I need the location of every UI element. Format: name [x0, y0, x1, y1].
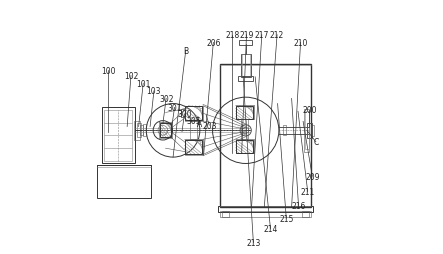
Text: 200: 200	[302, 106, 317, 115]
Text: 214: 214	[263, 224, 278, 233]
Text: 305: 305	[187, 116, 201, 125]
Bar	[220, 65, 311, 207]
Bar	[236, 140, 254, 154]
Text: 300: 300	[177, 110, 192, 119]
Text: 216: 216	[291, 201, 306, 210]
Text: A: A	[197, 120, 202, 129]
Bar	[283, 126, 286, 136]
Text: 210: 210	[293, 39, 308, 48]
Text: 215: 215	[279, 214, 293, 223]
Bar	[190, 121, 197, 140]
Text: 302: 302	[159, 94, 173, 104]
Bar	[143, 125, 146, 137]
Bar	[185, 140, 202, 154]
Text: 217: 217	[255, 31, 269, 40]
Text: 209: 209	[305, 172, 319, 181]
Bar	[185, 106, 203, 121]
Text: 218: 218	[225, 31, 239, 40]
Text: 100: 100	[101, 67, 115, 76]
Text: 206: 206	[206, 39, 221, 48]
Bar	[302, 212, 310, 217]
Bar	[97, 165, 152, 198]
Bar	[311, 125, 314, 136]
Bar	[236, 107, 253, 119]
Bar	[236, 106, 254, 120]
Bar	[241, 120, 249, 140]
Bar	[305, 112, 309, 150]
Bar	[218, 206, 313, 212]
Bar	[304, 109, 310, 152]
Text: 103: 103	[147, 87, 161, 96]
Bar	[101, 108, 135, 164]
Text: C: C	[313, 138, 319, 147]
Bar	[159, 123, 172, 138]
Bar	[182, 110, 185, 118]
Bar	[182, 110, 185, 118]
Bar	[222, 212, 229, 217]
Text: 211: 211	[300, 187, 315, 196]
Bar	[104, 110, 132, 161]
Bar	[137, 124, 141, 138]
Bar	[238, 77, 253, 81]
Bar	[185, 140, 203, 155]
Text: 102: 102	[124, 72, 138, 81]
Bar	[307, 123, 311, 138]
Text: 301: 301	[167, 103, 182, 113]
Bar	[185, 107, 202, 121]
Bar	[220, 211, 311, 217]
Text: 219: 219	[239, 31, 254, 40]
Text: 101: 101	[136, 79, 151, 88]
Text: 212: 212	[270, 31, 284, 40]
Bar	[160, 123, 171, 138]
Bar	[241, 55, 251, 77]
Bar	[140, 126, 143, 136]
Text: 213: 213	[246, 238, 260, 247]
Text: B: B	[183, 46, 188, 55]
Bar	[133, 121, 140, 140]
Bar	[239, 41, 252, 46]
Text: 203: 203	[202, 121, 217, 130]
Bar	[241, 55, 250, 76]
Bar	[236, 140, 253, 153]
